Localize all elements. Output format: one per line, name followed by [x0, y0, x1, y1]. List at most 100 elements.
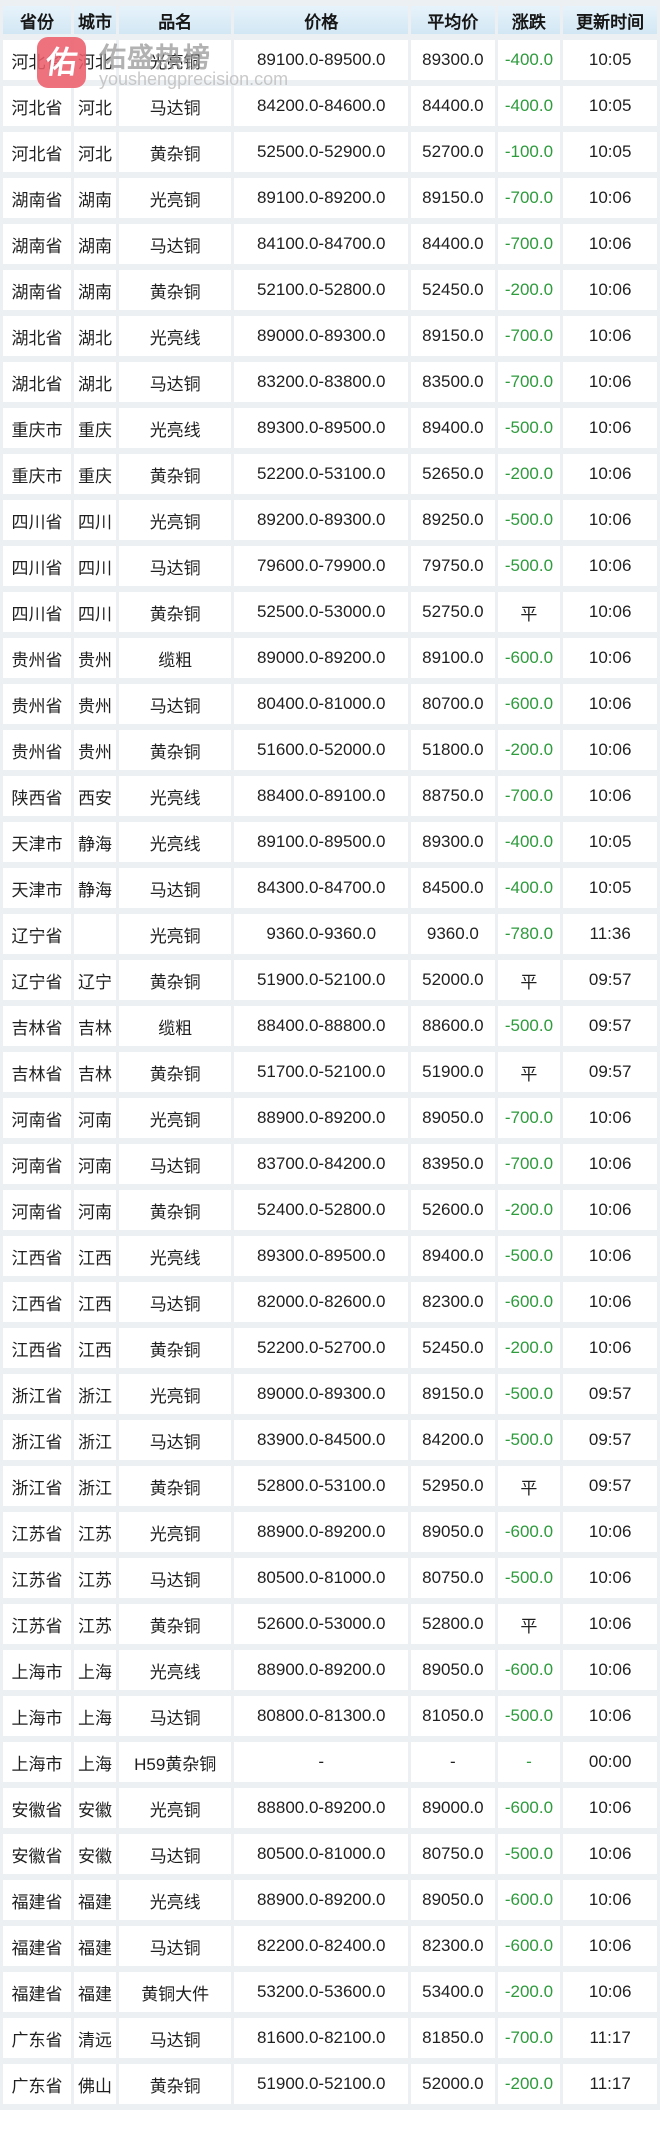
- table-row: 天津市 静海 马达铜 84300.0-84700.0 84500.0 -400.0 10:0…: [3, 868, 657, 908]
- cell-change: -500.0: [497, 1696, 561, 1736]
- cell-province: 广东省: [3, 2018, 71, 2058]
- cell-time: 10:06: [563, 1098, 657, 1138]
- cell-product: 光亮线: [119, 1236, 232, 1276]
- cell-time: 09:57: [563, 1374, 657, 1414]
- table-row: 江西省 江西 光亮线 89300.0-89500.0 89400.0 -500.0 10:0…: [3, 1236, 657, 1276]
- cell-city: 四川: [73, 500, 117, 540]
- table-row: 湖北省 湖北 马达铜 83200.0-83800.0 83500.0 -700.0 10:0…: [3, 362, 657, 402]
- cell-city: 安徽: [73, 1834, 117, 1874]
- cell-city: 湖北: [73, 316, 117, 356]
- cell-product: 黄杂铜: [119, 1052, 232, 1092]
- cell-time: 10:06: [563, 1650, 657, 1690]
- cell-city: 浙江: [73, 1420, 117, 1460]
- cell-price: 89000.0-89200.0: [234, 638, 409, 678]
- cell-product: 黄杂铜: [119, 1190, 232, 1230]
- price-table-header: 省份 城市 品名 价格 平均价 涨跌 更新时间: [3, 6, 657, 34]
- cell-average: 80750.0: [411, 1558, 495, 1598]
- cell-average: 83500.0: [411, 362, 495, 402]
- col-time: 更新时间: [563, 6, 657, 34]
- cell-time: 10:06: [563, 1282, 657, 1322]
- cell-average: 88600.0: [411, 1006, 495, 1046]
- cell-product: 光亮线: [119, 1650, 232, 1690]
- cell-price: 89100.0-89200.0: [234, 178, 409, 218]
- cell-province: 辽宁省: [3, 960, 71, 1000]
- table-row: 湖北省 湖北 光亮线 89000.0-89300.0 89150.0 -700.0 10:0…: [3, 316, 657, 356]
- cell-change: -400.0: [497, 868, 561, 908]
- cell-price: 88800.0-89200.0: [234, 1788, 409, 1828]
- cell-product: 马达铜: [119, 224, 232, 264]
- cell-province: 江西省: [3, 1328, 71, 1368]
- cell-city: 江西: [73, 1328, 117, 1368]
- cell-product: 马达铜: [119, 1558, 232, 1598]
- cell-time: 09:57: [563, 1420, 657, 1460]
- cell-price: 52200.0-53100.0: [234, 454, 409, 494]
- cell-province: 浙江省: [3, 1420, 71, 1460]
- cell-price: 89000.0-89300.0: [234, 1374, 409, 1414]
- cell-time: 10:05: [563, 822, 657, 862]
- cell-price: 52500.0-53000.0: [234, 592, 409, 632]
- cell-average: 89250.0: [411, 500, 495, 540]
- cell-time: 11:17: [563, 2064, 657, 2104]
- cell-province: 四川省: [3, 592, 71, 632]
- cell-price: 88900.0-89200.0: [234, 1512, 409, 1552]
- cell-product: 光亮铜: [119, 914, 232, 954]
- cell-product: 黄铜大件: [119, 1972, 232, 2012]
- table-row: 河南省 河南 光亮铜 88900.0-89200.0 89050.0 -700.0 10:0…: [3, 1098, 657, 1138]
- cell-city: 江苏: [73, 1512, 117, 1552]
- table-row: 吉林省 吉林 黄杂铜 51700.0-52100.0 51900.0 平 09:57: [3, 1052, 657, 1092]
- cell-change: -700.0: [497, 224, 561, 264]
- cell-city: 福建: [73, 1926, 117, 1966]
- cell-price: 84100.0-84700.0: [234, 224, 409, 264]
- cell-change: -700.0: [497, 316, 561, 356]
- cell-city: 贵州: [73, 638, 117, 678]
- cell-average: 83950.0: [411, 1144, 495, 1184]
- cell-province: 福建省: [3, 1972, 71, 2012]
- cell-province: 四川省: [3, 500, 71, 540]
- cell-price: 89300.0-89500.0: [234, 408, 409, 448]
- cell-time: 10:06: [563, 1328, 657, 1368]
- cell-change: -500.0: [497, 1834, 561, 1874]
- cell-average: 52000.0: [411, 2064, 495, 2104]
- cell-price: 89200.0-89300.0: [234, 500, 409, 540]
- cell-city: 清远: [73, 2018, 117, 2058]
- cell-city: 福建: [73, 1880, 117, 1920]
- cell-city: 湖北: [73, 362, 117, 402]
- cell-average: 89050.0: [411, 1512, 495, 1552]
- cell-change: -780.0: [497, 914, 561, 954]
- cell-city: 江苏: [73, 1558, 117, 1598]
- table-row: 河北省 河北 光亮铜 89100.0-89500.0 89300.0 -400.0 10:0…: [3, 40, 657, 80]
- cell-province: 湖北省: [3, 316, 71, 356]
- cell-change: -600.0: [497, 1282, 561, 1322]
- cell-average: 9360.0: [411, 914, 495, 954]
- cell-time: 10:06: [563, 408, 657, 448]
- cell-province: 天津市: [3, 868, 71, 908]
- cell-province: 上海市: [3, 1650, 71, 1690]
- cell-average: 81850.0: [411, 2018, 495, 2058]
- price-table-body: 河北省 河北 光亮铜 89100.0-89500.0 89300.0 -400.0 10:0…: [3, 40, 657, 2104]
- cell-product: 光亮铜: [119, 1512, 232, 1552]
- cell-average: 84200.0: [411, 1420, 495, 1460]
- cell-province: 辽宁省: [3, 914, 71, 954]
- cell-change: -700.0: [497, 362, 561, 402]
- cell-price: 52800.0-53100.0: [234, 1466, 409, 1506]
- cell-price: 88900.0-89200.0: [234, 1098, 409, 1138]
- cell-change: -100.0: [497, 132, 561, 172]
- table-row: 江西省 江西 马达铜 82000.0-82600.0 82300.0 -600.0 10:0…: [3, 1282, 657, 1322]
- cell-change: -600.0: [497, 1926, 561, 1966]
- cell-time: 10:06: [563, 1788, 657, 1828]
- cell-change: 平: [497, 1604, 561, 1644]
- cell-change: -200.0: [497, 1972, 561, 2012]
- cell-average: 53400.0: [411, 1972, 495, 2012]
- cell-price: 80500.0-81000.0: [234, 1834, 409, 1874]
- cell-province: 陕西省: [3, 776, 71, 816]
- cell-price: 84200.0-84600.0: [234, 86, 409, 126]
- cell-province: 贵州省: [3, 730, 71, 770]
- col-average: 平均价: [411, 6, 495, 34]
- cell-product: 光亮铜: [119, 178, 232, 218]
- table-row: 江苏省 江苏 黄杂铜 52600.0-53000.0 52800.0 平 10:06: [3, 1604, 657, 1644]
- cell-price: -: [234, 1742, 409, 1782]
- cell-product: H59黄杂铜: [119, 1742, 232, 1782]
- cell-time: 10:06: [563, 270, 657, 310]
- cell-change: -500.0: [497, 1006, 561, 1046]
- cell-product: 马达铜: [119, 684, 232, 724]
